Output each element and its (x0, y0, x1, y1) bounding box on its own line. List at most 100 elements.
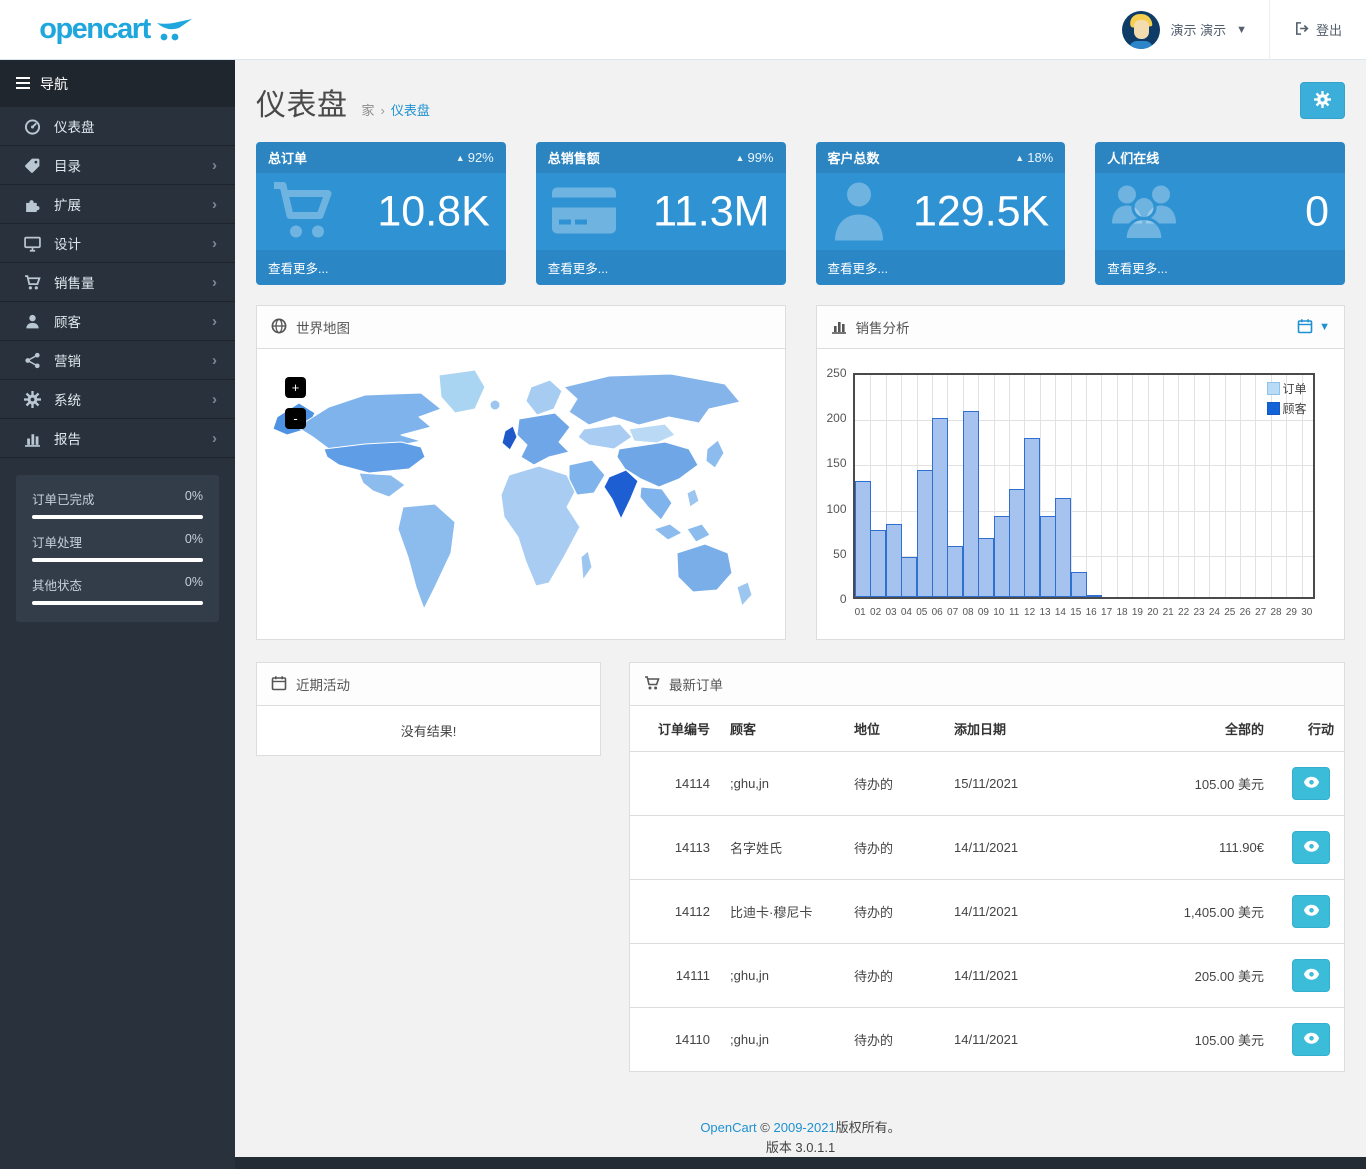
menu-icon (16, 76, 30, 92)
chart-range-dropdown[interactable]: ▼ (1297, 318, 1330, 337)
order-date: 14/11/2021 (944, 879, 1084, 944)
chevron-down-icon: ▼ (1236, 23, 1247, 36)
view-order-button[interactable] (1292, 1023, 1330, 1056)
globe-icon (271, 318, 287, 337)
view-order-button[interactable] (1292, 831, 1330, 864)
x-axis-label: 30 (1301, 607, 1313, 618)
logout-button[interactable]: 登出 (1270, 20, 1366, 39)
y-axis-label: 50 (833, 546, 847, 561)
arrow-up-icon: ▲ (455, 153, 465, 163)
sidebar-item-6[interactable]: 营销 › (0, 341, 235, 380)
tile-title: 人们在线 (1107, 151, 1160, 166)
view-more-link[interactable]: 查看更多... (815, 250, 1066, 285)
sidebar-item-4[interactable]: 销售量 › (0, 263, 235, 302)
main-content: 仪表盘家 › 仪表盘 总订单 ▲ 92% 10.8K 查看更多... 总销售额 ▲ 99% 11.3… (235, 60, 1366, 1157)
x-axis-label: 04 (900, 607, 912, 618)
years-link[interactable]: 2009-2021 (773, 1120, 836, 1135)
chart-legend: 订单 顾客 (1267, 380, 1307, 420)
eye-icon (1303, 840, 1320, 856)
sales-chart: 订单 顾客 0 50 100 150 200 250 01 02 03 04 05 06 07 08 09 10 1… (817, 349, 1345, 639)
bottom-row: 近期活动 没有结果! 最新订单 订单编号 顾客 地位 添加日期 全部的 行动 14114 ;g… (256, 662, 1345, 1072)
x-axis-label: 03 (885, 607, 897, 618)
y-axis-label: 250 (826, 366, 847, 380)
group-icon (1111, 181, 1177, 242)
credit-card-icon (551, 187, 616, 236)
y-axis-label: 150 (826, 456, 847, 471)
chart-bar (931, 418, 948, 597)
page-footer: OpenCart © 2009-2021版权所有。 版本 3.0.1.1 (235, 1118, 1366, 1157)
chevron-right-icon: › (212, 429, 217, 447)
breadcrumb-home[interactable]: 家 (361, 103, 375, 118)
sidebar-item-0[interactable]: 仪表盘 (0, 107, 235, 146)
sidebar-item-2[interactable]: 扩展 › (0, 185, 235, 224)
trend-badge: ▲ 92% (455, 150, 494, 165)
order-status: 待办的 (844, 943, 944, 1008)
stat-tile-0: 总订单 ▲ 92% 10.8K 查看更多... (256, 142, 506, 285)
puzzle-icon (24, 196, 43, 213)
eye-icon (1303, 1032, 1320, 1048)
world-map-body: + - (257, 349, 785, 639)
chevron-right-icon: › (212, 273, 217, 291)
gear-icon (1314, 90, 1331, 111)
view-more-link[interactable]: 查看更多... (535, 250, 786, 285)
chart-bar (869, 530, 886, 597)
chart-bar (993, 516, 1010, 597)
chevron-right-icon: › (212, 390, 217, 408)
stat-tile-1: 总销售额 ▲ 99% 11.3M 查看更多... (535, 142, 786, 285)
user-menu[interactable]: 演示 演示 ▼ (1100, 0, 1269, 60)
world-map-panel-header: 世界地图 (257, 306, 785, 349)
orders-column-header: 全部的 (1084, 706, 1274, 752)
sidebar-item-label: 报告 (54, 432, 81, 447)
sidebar-item-5[interactable]: 顾客 › (0, 302, 235, 341)
tile-value: 10.8K (377, 187, 490, 235)
chart-bar (900, 557, 917, 597)
view-more-link[interactable]: 查看更多... (256, 250, 506, 285)
order-date: 14/11/2021 (954, 1032, 1019, 1047)
opencart-logo[interactable]: opencart (0, 0, 235, 60)
view-order-button[interactable] (1292, 895, 1330, 928)
order-status: 待办的 (844, 815, 944, 880)
calendar-icon (1297, 318, 1313, 337)
sidebar-item-label: 营销 (54, 354, 81, 369)
chart-bar (854, 481, 871, 597)
sidebar-item-label: 仪表盘 (54, 120, 95, 135)
sidebar-item-1[interactable]: 目录 › (0, 146, 235, 185)
avatar (1122, 10, 1161, 49)
view-more-link[interactable]: 查看更多... (1095, 250, 1345, 285)
sidebar-stats-panel: 订单已完成 0% 订单处理 0% 其他状态 0% (16, 475, 219, 622)
order-date: 14/11/2021 (944, 943, 1084, 1008)
breadcrumb: 家 › 仪表盘 (362, 103, 430, 118)
share-icon (24, 352, 43, 369)
breadcrumb-separator: › (380, 103, 385, 118)
view-order-button[interactable] (1292, 767, 1330, 800)
arrow-up-icon: ▲ (735, 153, 745, 163)
settings-button[interactable] (1300, 82, 1345, 119)
sidebar-item-8[interactable]: 报告 › (0, 419, 235, 458)
sidebar-item-7[interactable]: 系统 › (0, 380, 235, 419)
x-axis-label: 18 (1116, 607, 1128, 618)
order-date: 15/11/2021 (944, 751, 1084, 816)
sidebar-item-3[interactable]: 设计 › (0, 224, 235, 263)
x-axis-label: 12 (1024, 607, 1036, 618)
x-axis-label: 11 (1008, 607, 1020, 618)
sidebar-item-label: 系统 (54, 393, 81, 408)
x-axis-label: 15 (1070, 607, 1082, 618)
map-zoom-out-button[interactable]: - (285, 408, 306, 429)
stat-tile-2: 客户总数 ▲ 18% 129.5K 查看更多... (815, 142, 1066, 285)
order-total: 105.00 美元 (1194, 1033, 1264, 1048)
chart-bar (1054, 498, 1071, 597)
order-status: 待办的 (844, 751, 944, 816)
view-order-button[interactable] (1292, 959, 1330, 992)
trend-badge: ▲ 18% (1015, 150, 1054, 165)
sidebar-item-label: 目录 (54, 159, 81, 174)
order-total: 1,405.00 美元 (1084, 879, 1274, 944)
x-axis-label: 14 (1054, 607, 1066, 618)
breadcrumb-current[interactable]: 仪表盘 (390, 103, 430, 118)
opencart-footer-link[interactable]: OpenCart (700, 1120, 757, 1135)
eye-icon (1303, 968, 1320, 984)
order-total: 111.90€ (1084, 815, 1274, 880)
map-zoom-in-button[interactable]: + (285, 377, 306, 398)
divider (1268, 0, 1270, 60)
bar-chart-icon (831, 318, 847, 337)
tile-value: 11.3M (653, 187, 770, 235)
